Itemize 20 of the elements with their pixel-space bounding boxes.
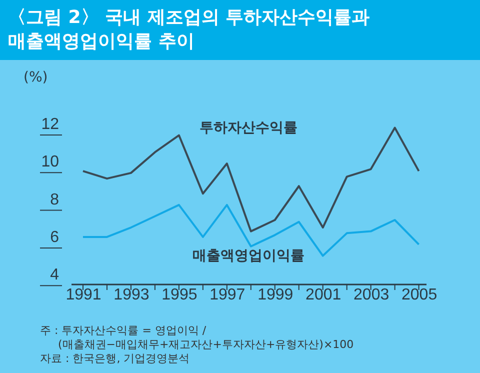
y-tick-label: 4 — [50, 266, 60, 284]
series-label: 투하자산수익률 — [200, 120, 298, 136]
x-tick-label: 1993 — [114, 286, 150, 304]
x-tick-label: 2001 — [306, 286, 342, 304]
y-tick-label: 6 — [50, 228, 60, 246]
y-tick-label: 8 — [50, 191, 60, 208]
text: 주 : 투자자산수익률 = 영업이익 / — [40, 324, 208, 338]
x-tick-label: 1999 — [258, 286, 294, 304]
x-tick-label: 2005 — [402, 286, 438, 304]
x-tick-label: 1991 — [66, 286, 102, 304]
text: (매출채권−매입채무+재고자산+투자자산+유형자산)×100 — [57, 338, 355, 352]
chart-title: 〈그림 2〉 국내 제조업의 투하자산수익률과 매출액영업이익률 추이 — [8, 6, 371, 54]
text: 자료 : 한국은행, 기업경영분석 — [40, 352, 191, 366]
y-tick-label: 12 — [41, 116, 60, 133]
series-label: 매출액영업이익률 — [192, 248, 304, 264]
x-tick-label: 1995 — [162, 286, 198, 304]
y-tick-label: 10 — [41, 154, 60, 171]
x-tick-label: 1997 — [210, 286, 246, 304]
y-axis-title: (%) — [24, 70, 48, 86]
x-tick-label: 2003 — [354, 286, 390, 304]
